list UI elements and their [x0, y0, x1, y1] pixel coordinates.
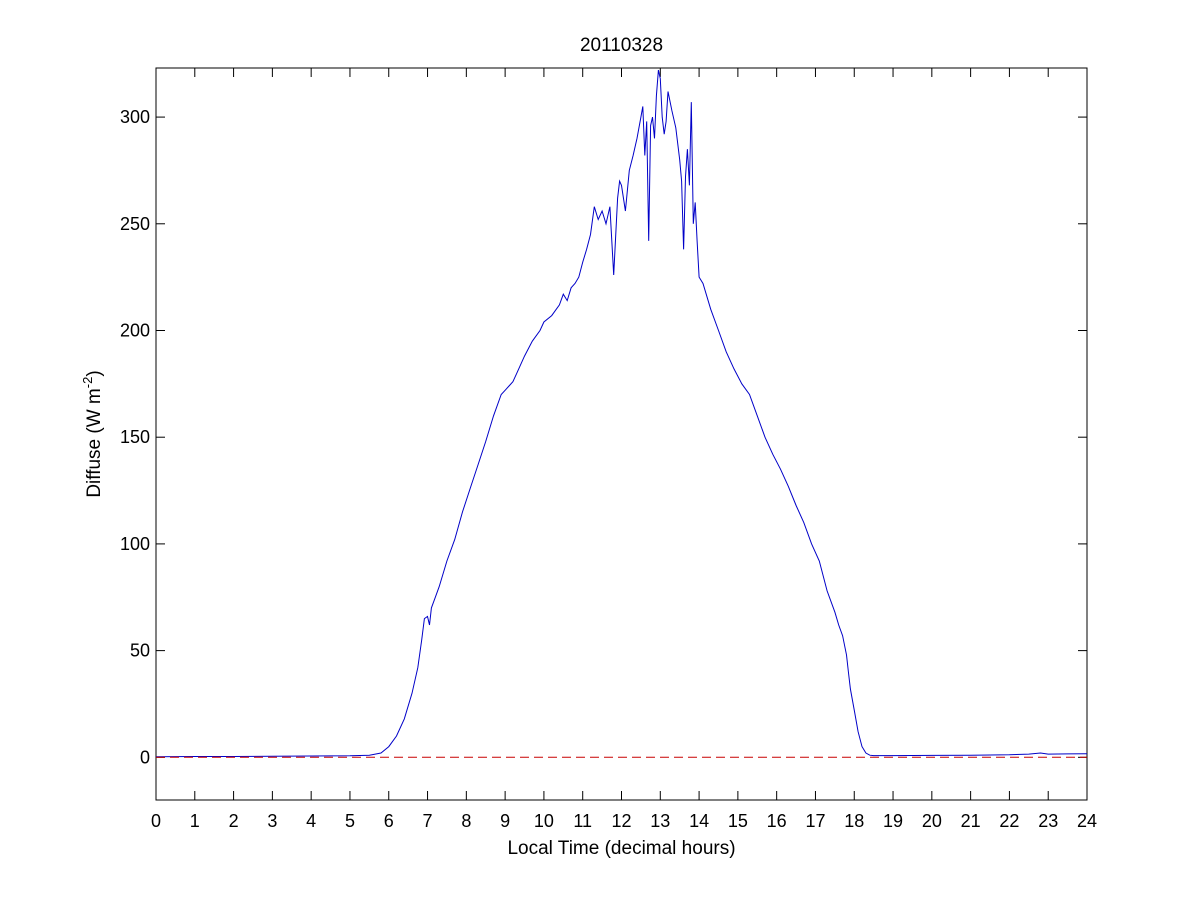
y-tick-label: 100 [120, 534, 150, 554]
x-tick-label: 5 [345, 811, 355, 831]
y-tick-label: 50 [130, 641, 150, 661]
x-tick-label: 22 [999, 811, 1019, 831]
x-tick-label: 9 [500, 811, 510, 831]
plot-area [155, 67, 1088, 801]
axis-ticks: 0 1 2 3 4 5 6 7 8 9 10 11 12 13 14 15 16 17 18 19 20 21 22 23 24… [120, 68, 1097, 831]
y-axis-title-suffix: ) [84, 370, 105, 376]
x-tick-label: 18 [844, 811, 864, 831]
series-layer [156, 69, 1087, 758]
x-tick-label: 4 [306, 811, 316, 831]
y-tick-label: 0 [140, 747, 150, 767]
x-tick-label: 1 [190, 811, 200, 831]
y-axis-title-superscript: -2 [80, 377, 95, 389]
x-axis-title: Local Time (decimal hours) [507, 838, 735, 859]
x-tick-label: 2 [229, 811, 239, 831]
x-tick-label: 15 [728, 811, 748, 831]
x-tick-label: 7 [423, 811, 433, 831]
x-tick-label: 19 [883, 811, 903, 831]
x-tick-label: 16 [767, 811, 787, 831]
x-tick-label: 21 [961, 811, 981, 831]
y-tick-label: 300 [120, 107, 150, 127]
diffuse-series-line [156, 69, 1087, 758]
y-tick-label: 150 [120, 427, 150, 447]
x-tick-label: 24 [1077, 811, 1097, 831]
y-tick-label: 250 [120, 214, 150, 234]
y-tick-label: 200 [120, 320, 150, 340]
x-tick-label: 10 [534, 811, 554, 831]
x-tick-label: 6 [384, 811, 394, 831]
x-tick-label: 23 [1038, 811, 1058, 831]
y-axis-title-text: Diffuse (W m [84, 388, 105, 497]
x-tick-label: 11 [573, 811, 592, 831]
x-tick-label: 14 [689, 811, 709, 831]
x-tick-label: 17 [805, 811, 825, 831]
x-tick-label: 12 [611, 811, 631, 831]
x-tick-label: 3 [267, 811, 277, 831]
x-tick-label: 8 [461, 811, 471, 831]
chart-title: 20110328 [580, 35, 663, 56]
x-tick-label: 20 [922, 811, 942, 831]
y-axis-title: Diffuse (W m-2) [80, 370, 105, 497]
x-tick-label: 13 [650, 811, 670, 831]
x-tick-label: 0 [151, 811, 161, 831]
